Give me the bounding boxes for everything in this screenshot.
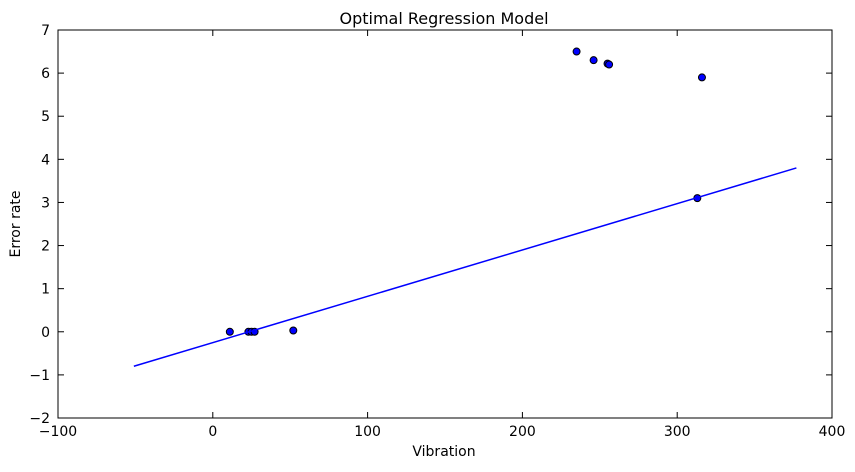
scatter-point xyxy=(289,326,298,335)
y-tick-label: 6 xyxy=(41,66,50,82)
scatter-point xyxy=(697,73,706,82)
y-axis: −2 −1 0 1 2 3 4 5 6 7 xyxy=(29,23,832,427)
scatter-point xyxy=(572,47,581,56)
plot-frame xyxy=(57,29,833,419)
y-tick-label: −2 xyxy=(29,411,50,427)
x-tick-label: 200 xyxy=(509,424,536,440)
chart-title: Optimal Regression Model xyxy=(339,9,548,28)
y-tick-label: 1 xyxy=(41,282,50,298)
y-tick-label: 7 xyxy=(41,23,50,39)
x-tick-label: 100 xyxy=(354,424,381,440)
x-tick-label: −100 xyxy=(39,424,77,440)
y-tick-label: 5 xyxy=(41,109,50,125)
plot-area xyxy=(57,29,833,419)
scatter-point xyxy=(225,327,234,336)
regression-line xyxy=(133,167,797,367)
y-tick-label: −1 xyxy=(29,368,50,384)
scatter-point xyxy=(605,60,614,69)
x-axis: −100 0 100 200 300 400 xyxy=(39,30,846,440)
y-tick-label: 0 xyxy=(41,325,50,341)
x-tick-label: 400 xyxy=(819,424,846,440)
y-axis-label: Error rate xyxy=(8,190,24,257)
x-tick-label: 300 xyxy=(664,424,691,440)
y-tick-label: 3 xyxy=(41,195,50,211)
y-tick-label: 4 xyxy=(41,152,50,168)
y-tick-label: 2 xyxy=(41,239,50,255)
scatter-point xyxy=(589,56,598,65)
x-axis-label: Vibration xyxy=(412,444,475,460)
series-layer xyxy=(133,47,797,367)
x-tick-label: 0 xyxy=(208,424,217,440)
